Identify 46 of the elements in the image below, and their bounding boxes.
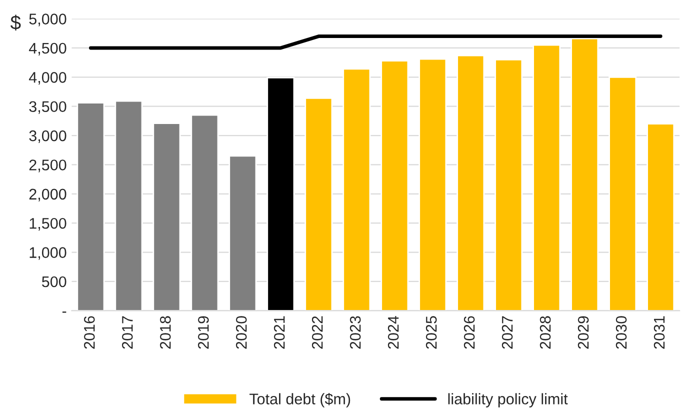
y-tick-label: 4,000 bbox=[28, 72, 66, 85]
y-tick-label: 500 bbox=[42, 276, 66, 288]
y-tick-label: 2,500 bbox=[29, 160, 66, 172]
bar bbox=[418, 58, 447, 311]
x-tick-label: 2018 bbox=[160, 316, 171, 349]
legend-label: liability policy limit bbox=[448, 393, 568, 408]
bar bbox=[532, 44, 561, 311]
x-tick-label: 2019 bbox=[198, 316, 209, 349]
x-tick-label: 2026 bbox=[464, 316, 475, 349]
x-tick-label: 2025 bbox=[426, 316, 437, 349]
x-tick-label: 2022 bbox=[312, 316, 323, 349]
y-axis-title: $ bbox=[10, 14, 21, 31]
legend-label: Total debt ($m) bbox=[250, 392, 350, 408]
x-tick-label: 2029 bbox=[578, 316, 589, 349]
x-tick-label: 2024 bbox=[388, 316, 399, 349]
y-tick-label: 5,000 bbox=[29, 14, 66, 26]
y-tick-label: 4,500 bbox=[28, 42, 66, 56]
bar bbox=[304, 97, 333, 311]
y-tick-label: 3,500 bbox=[29, 101, 66, 114]
bar bbox=[152, 122, 181, 311]
y-tick-label: 1,500 bbox=[30, 218, 66, 231]
bar bbox=[342, 68, 371, 311]
x-tick-label: 2023 bbox=[350, 316, 361, 349]
x-tick-label: 2031 bbox=[654, 316, 665, 349]
bar bbox=[114, 100, 143, 311]
bar bbox=[646, 123, 675, 311]
x-tick-label: 2021 bbox=[274, 316, 285, 349]
bar bbox=[570, 38, 599, 311]
y-tick-label: 1,000 bbox=[30, 247, 66, 260]
y-tick-label: 3,000 bbox=[29, 130, 66, 144]
y-tick-label: 2,000 bbox=[29, 188, 66, 202]
y-tick-label: - bbox=[62, 312, 66, 313]
bar bbox=[228, 155, 257, 311]
bar bbox=[608, 76, 637, 311]
x-tick-label: 2020 bbox=[236, 316, 247, 349]
x-tick-label: 2017 bbox=[122, 316, 133, 349]
bar bbox=[380, 60, 409, 311]
bar bbox=[190, 114, 219, 311]
x-tick-label: 2027 bbox=[502, 316, 513, 349]
bar bbox=[494, 58, 523, 311]
x-tick-label: 2016 bbox=[84, 316, 95, 349]
bar bbox=[456, 54, 485, 311]
bar bbox=[76, 102, 105, 311]
x-tick-label: 2028 bbox=[540, 316, 551, 349]
bar bbox=[266, 77, 295, 311]
x-tick-label: 2030 bbox=[616, 316, 627, 349]
